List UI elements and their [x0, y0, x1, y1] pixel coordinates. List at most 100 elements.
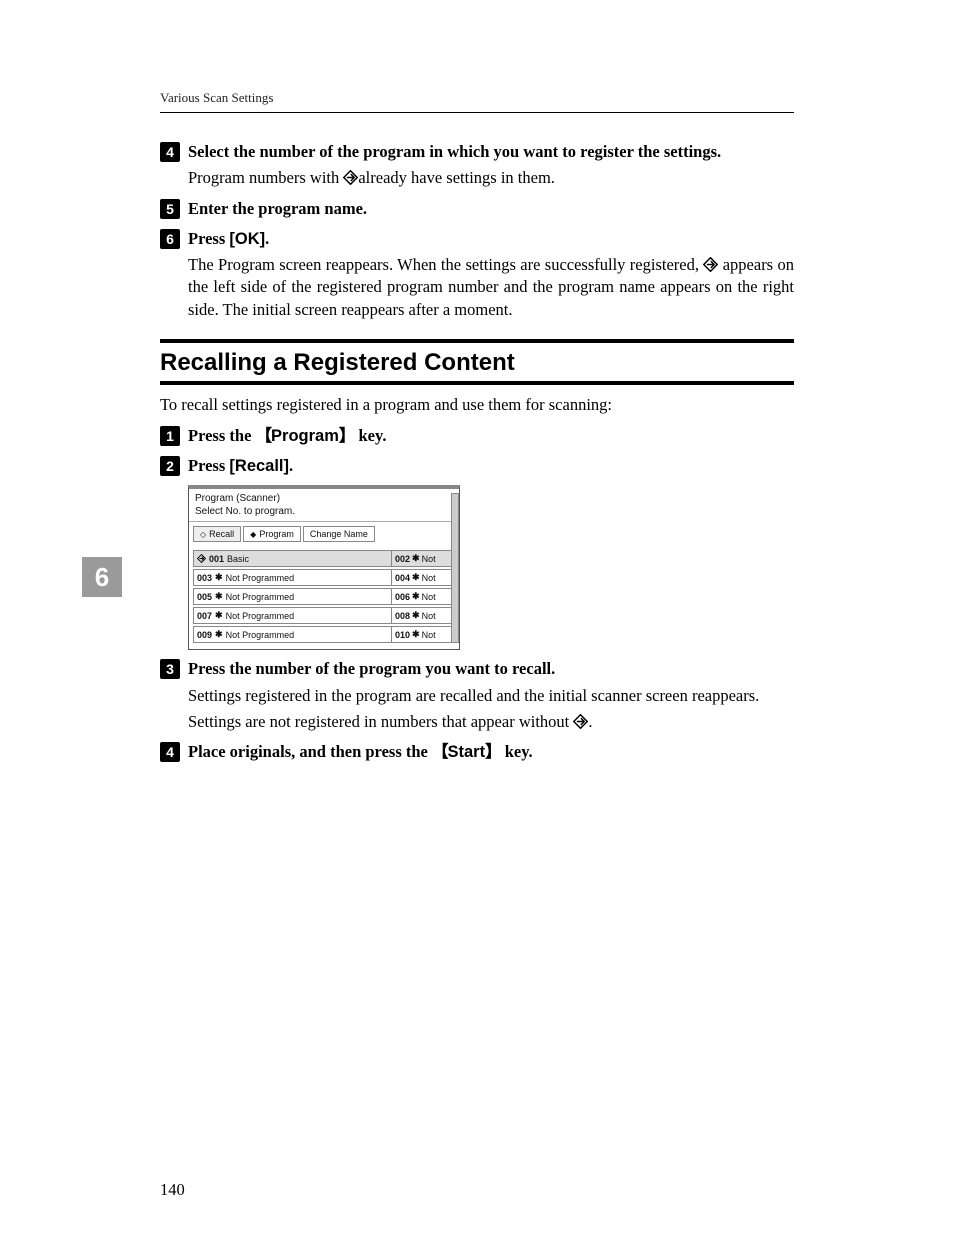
- step-number-badge: 4: [160, 142, 180, 162]
- step-title: Select the number of the program in whic…: [188, 141, 721, 163]
- program-row-num: 002: [395, 554, 410, 564]
- panel-tab[interactable]: Change Name: [303, 526, 375, 542]
- step-title: Press [OK].: [188, 228, 269, 250]
- program-row-label: Not Programmed: [226, 630, 295, 640]
- program-row-left: 003✱Not Programmed: [194, 570, 392, 585]
- program-row-right: 010✱Not: [392, 627, 454, 642]
- step-body-text: The Program screen reappears. When the s…: [188, 254, 794, 321]
- program-row-label: Not: [422, 630, 436, 640]
- header-rule: [160, 112, 794, 113]
- panel-tab-label: Change Name: [310, 529, 368, 539]
- step: 4 Select the number of the program in whi…: [160, 141, 794, 190]
- program-row-left: 007✱Not Programmed: [194, 608, 392, 623]
- program-row[interactable]: 001Basic002✱Not: [193, 550, 455, 567]
- star-icon: ✱: [215, 629, 223, 640]
- program-row[interactable]: 009✱Not Programmed010✱Not: [193, 626, 455, 643]
- step-number-badge: 5: [160, 199, 180, 219]
- section-rule-bottom: [160, 381, 794, 385]
- step-head: 4 Select the number of the program in whi…: [160, 141, 794, 163]
- step-head: 1Press the 【Program】 key.: [160, 425, 794, 447]
- program-row-label: Not Programmed: [226, 611, 295, 621]
- program-icon: ◆: [250, 530, 256, 539]
- program-row-num: 003: [197, 573, 212, 583]
- program-row-label: Not: [422, 573, 436, 583]
- panel-tabs: ◇Recall◆ProgramChange Name: [189, 522, 459, 546]
- panel-tab[interactable]: ◆Program: [243, 526, 301, 542]
- step-body-text: Program numbers with already have settin…: [188, 167, 794, 189]
- program-row-num: 007: [197, 611, 212, 621]
- program-row-num: 010: [395, 630, 410, 640]
- chapter-tab: 6: [82, 557, 122, 597]
- step: 4 Place originals, and then press the 【St…: [160, 741, 794, 763]
- step-body: Program numbers with already have settin…: [188, 167, 794, 189]
- star-icon: ✱: [412, 572, 420, 583]
- step-number-badge: 2: [160, 456, 180, 476]
- step-head: 3 Press the number of the program you wan…: [160, 658, 794, 680]
- star-icon: ✱: [412, 553, 420, 564]
- step-body-text: Settings are not registered in numbers t…: [188, 711, 794, 733]
- step-head: 4 Place originals, and then press the 【St…: [160, 741, 794, 763]
- program-panel: Program (Scanner)Select No. to program. ◇…: [188, 485, 460, 650]
- panel-subtitle: Select No. to program.: [189, 506, 459, 522]
- panel-tab[interactable]: ◇Recall: [193, 526, 241, 542]
- step-number-badge: 6: [160, 229, 180, 249]
- program-row[interactable]: 007✱Not Programmed008✱Not: [193, 607, 455, 624]
- recall-icon: ◇: [200, 530, 206, 539]
- step: 6 Press [OK]. The Program screen reappears…: [160, 228, 794, 321]
- program-row-num: 006: [395, 592, 410, 602]
- step: 2 Press [Recall]. Program (Scanner)Select …: [160, 455, 794, 650]
- program-row-label: Not Programmed: [226, 573, 295, 583]
- step-title: Place originals, and then press the 【Sta…: [188, 741, 533, 763]
- star-icon: ✱: [412, 610, 420, 621]
- program-row-label: Not: [422, 554, 436, 564]
- star-icon: ✱: [215, 572, 223, 583]
- program-row-right: 004✱Not: [392, 570, 454, 585]
- page-number: 140: [160, 1180, 185, 1200]
- panel-list: 001Basic002✱Not003✱Not Programmed004✱Not…: [189, 546, 459, 649]
- program-row-label: Not: [422, 611, 436, 621]
- star-icon: ✱: [215, 591, 223, 602]
- diamond-icon: [573, 714, 588, 729]
- section-title: Recalling a Registered Content: [160, 349, 794, 377]
- section-intro: To recall settings registered in a progr…: [160, 395, 794, 415]
- star-icon: ✱: [412, 591, 420, 602]
- step-number-badge: 1: [160, 426, 180, 446]
- panel-tab-label: Program: [259, 529, 294, 539]
- program-row-left: 001Basic: [194, 551, 392, 566]
- step-title: Press [Recall].: [188, 455, 293, 477]
- program-row-label: Not: [422, 592, 436, 602]
- page: Various Scan Settings 4 Select the number…: [0, 0, 954, 1250]
- program-row-num: 008: [395, 611, 410, 621]
- step-head: 2 Press [Recall].: [160, 455, 794, 477]
- program-row-num: 004: [395, 573, 410, 583]
- step-number-badge: 3: [160, 659, 180, 679]
- program-row-label: Basic: [227, 554, 249, 564]
- step: 1Press the 【Program】 key.: [160, 425, 794, 447]
- section-rule-top: [160, 339, 794, 343]
- program-row[interactable]: 003✱Not Programmed004✱Not: [193, 569, 455, 586]
- steps-top: 4 Select the number of the program in whi…: [160, 141, 794, 321]
- diamond-icon: [197, 554, 206, 563]
- star-icon: ✱: [215, 610, 223, 621]
- step-head: 5 Enter the program name.: [160, 198, 794, 220]
- program-row-left: 005✱Not Programmed: [194, 589, 392, 604]
- program-row-right: 006✱Not: [392, 589, 454, 604]
- program-row-right: 008✱Not: [392, 608, 454, 623]
- program-row-num: 001: [209, 554, 224, 564]
- diamond-icon: [343, 170, 358, 185]
- step: 3 Press the number of the program you wan…: [160, 658, 794, 733]
- panel-title: Program (Scanner): [189, 489, 459, 506]
- program-row-left: 009✱Not Programmed: [194, 627, 392, 642]
- step-body: Settings registered in the program are r…: [188, 685, 794, 734]
- step-head: 6 Press [OK].: [160, 228, 794, 250]
- step-body-text: Settings registered in the program are r…: [188, 685, 794, 707]
- step-number-badge: 4: [160, 742, 180, 762]
- step-title: Enter the program name.: [188, 198, 367, 220]
- step-body: The Program screen reappears. When the s…: [188, 254, 794, 321]
- program-row-num: 009: [197, 630, 212, 640]
- step-title: Press the number of the program you want…: [188, 658, 555, 680]
- page-header: Various Scan Settings: [160, 90, 794, 106]
- program-row[interactable]: 005✱Not Programmed006✱Not: [193, 588, 455, 605]
- program-row-right: 002✱Not: [392, 551, 454, 566]
- panel-tab-label: Recall: [209, 529, 234, 539]
